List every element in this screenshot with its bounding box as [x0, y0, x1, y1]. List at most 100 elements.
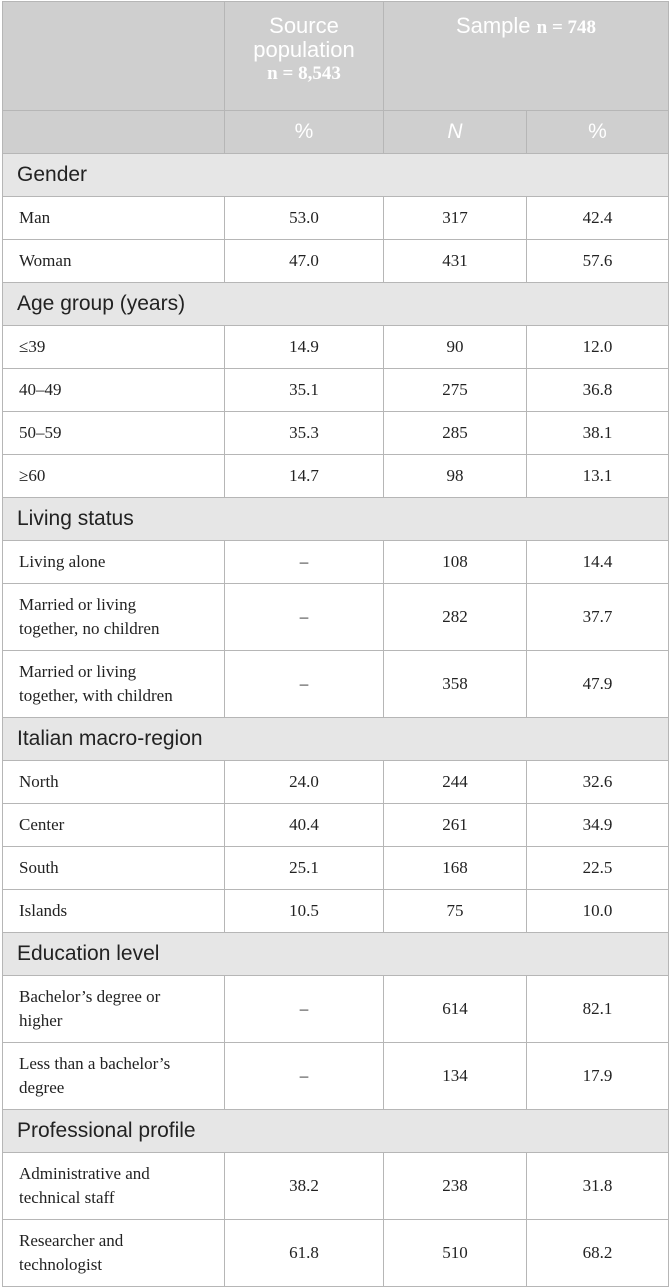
table-row: 40–49 35.1 275 36.8	[2, 368, 669, 412]
row-label-line2: technical staff	[19, 1188, 115, 1207]
section-header-row: Professional profile	[2, 1109, 669, 1153]
sample-n-cell: 238	[383, 1152, 527, 1220]
row-label-line1: Administrative and	[19, 1164, 150, 1183]
sample-n-cell: 275	[383, 368, 527, 412]
table-row: Less than a bachelor’s degree –134 17.9	[2, 1042, 669, 1110]
row-label: Islands	[2, 889, 225, 933]
source-pct-cell: –	[224, 1042, 384, 1110]
section-header-row: Education level	[2, 932, 669, 976]
table-row: Islands 10.5 75 10.0	[2, 889, 669, 933]
source-pct-cell: 61.8	[224, 1219, 384, 1287]
sample-n-cell: 261	[383, 803, 527, 847]
source-pct-cell: 14.7	[224, 454, 384, 498]
table-row: Bachelor’s degree or higher –614 82.1	[2, 975, 669, 1043]
sample-n-cell: 510	[383, 1219, 527, 1287]
sample-n-cell: 358	[383, 650, 527, 718]
table-row: South 25.1 168 22.5	[2, 846, 669, 890]
row-label-line2: higher	[19, 1011, 63, 1030]
section-title: Age group (years)	[2, 282, 669, 326]
sample-n-cell: 108	[383, 540, 527, 584]
sample-n-cell: 285	[383, 411, 527, 455]
row-label: 50–59	[2, 411, 225, 455]
table-row: Married or living together, with children…	[2, 650, 669, 718]
row-label: Less than a bachelor’s degree	[2, 1042, 225, 1110]
row-label: ≤39	[2, 325, 225, 369]
sample-pct-cell: 32.6	[526, 760, 669, 804]
section-header-row: Living status	[2, 497, 669, 541]
row-label: ≥60	[2, 454, 225, 498]
section-title: Gender	[2, 153, 669, 197]
header-source-line1: Source	[269, 13, 339, 38]
row-label-line2: technologist	[19, 1255, 103, 1274]
sample-pct-cell: 14.4	[526, 540, 669, 584]
sample-n-cell: 244	[383, 760, 527, 804]
source-pct-cell: 38.2	[224, 1152, 384, 1220]
table-row: Woman 47.0 431 57.6	[2, 239, 669, 283]
row-label: Researcher and technologist	[2, 1219, 225, 1287]
sample-n-cell: 98	[383, 454, 527, 498]
sample-pct-cell: 47.9	[526, 650, 669, 718]
row-label: Administrative and technical staff	[2, 1152, 225, 1220]
table-row: Married or living together, no children –2…	[2, 583, 669, 651]
header-blank-cell	[2, 1, 225, 111]
row-label: 40–49	[2, 368, 225, 412]
sample-pct-cell: 68.2	[526, 1219, 669, 1287]
row-label-line2: degree	[19, 1078, 65, 1097]
sample-pct-cell: 57.6	[526, 239, 669, 283]
table-row: ≥60 14.7 98 13.1	[2, 454, 669, 498]
section-title: Italian macro-region	[2, 717, 669, 761]
section-header-row: Italian macro-region	[2, 717, 669, 761]
table-row: ≤39 14.9 90 12.0	[2, 325, 669, 369]
section-header-row: Gender	[2, 153, 669, 197]
sample-pct-cell: 12.0	[526, 325, 669, 369]
table-header: Source population n = 8,543 Sample n = 7…	[2, 1, 669, 154]
row-label: Living alone	[2, 540, 225, 584]
sample-n-cell: 317	[383, 196, 527, 240]
table-row: Man 53.0 317 42.4	[2, 196, 669, 240]
row-label-line1: Researcher and	[19, 1231, 124, 1250]
row-label-line2: together, no children	[19, 619, 160, 638]
header-sample: Sample n = 748	[383, 1, 669, 111]
row-label-line1: Married or living	[19, 595, 137, 614]
source-pct-cell: 40.4	[224, 803, 384, 847]
sample-pct-cell: 10.0	[526, 889, 669, 933]
table-row: Administrative and technical staff 38.2 238…	[2, 1152, 669, 1220]
source-pct-cell: 53.0	[224, 196, 384, 240]
header-sample-n: n = 748	[536, 17, 597, 38]
source-pct-cell: –	[224, 650, 384, 718]
sample-pct-cell: 34.9	[526, 803, 669, 847]
source-pct-cell: 47.0	[224, 239, 384, 283]
row-label: Center	[2, 803, 225, 847]
source-pct-cell: –	[224, 583, 384, 651]
section-title: Living status	[2, 497, 669, 541]
section-title: Professional profile	[2, 1109, 669, 1153]
row-label: Man	[2, 196, 225, 240]
sample-n-cell: 75	[383, 889, 527, 933]
table-row: Living alone –108 14.4	[2, 540, 669, 584]
source-pct-cell: 10.5	[224, 889, 384, 933]
source-pct-cell: 35.1	[224, 368, 384, 412]
sample-pct-cell: 22.5	[526, 846, 669, 890]
table-row: 50–59 35.3 285 38.1	[2, 411, 669, 455]
table-row: Center 40.4 261 34.9	[2, 803, 669, 847]
sample-n-cell: 134	[383, 1042, 527, 1110]
row-label: Woman	[2, 239, 225, 283]
sample-n-cell: 168	[383, 846, 527, 890]
header-col-source-pct: %	[224, 110, 384, 154]
section-header-row: Age group (years)	[2, 282, 669, 326]
row-label-line2: together, with children	[19, 686, 173, 705]
sample-pct-cell: 13.1	[526, 454, 669, 498]
table-body: Gender Man 53.0 317 42.4 Woman 47.0 431 57.6 Age …	[2, 153, 669, 1287]
header-blank-cell-2	[2, 110, 225, 154]
sample-n-cell: 431	[383, 239, 527, 283]
header-col-sample-pct: %	[526, 110, 669, 154]
sample-pct-cell: 36.8	[526, 368, 669, 412]
sample-pct-cell: 37.7	[526, 583, 669, 651]
source-pct-cell: 24.0	[224, 760, 384, 804]
sample-pct-cell: 82.1	[526, 975, 669, 1043]
header-sample-label: Sample	[455, 13, 531, 38]
row-label: Married or living together, no children	[2, 583, 225, 651]
sample-n-cell: 614	[383, 975, 527, 1043]
